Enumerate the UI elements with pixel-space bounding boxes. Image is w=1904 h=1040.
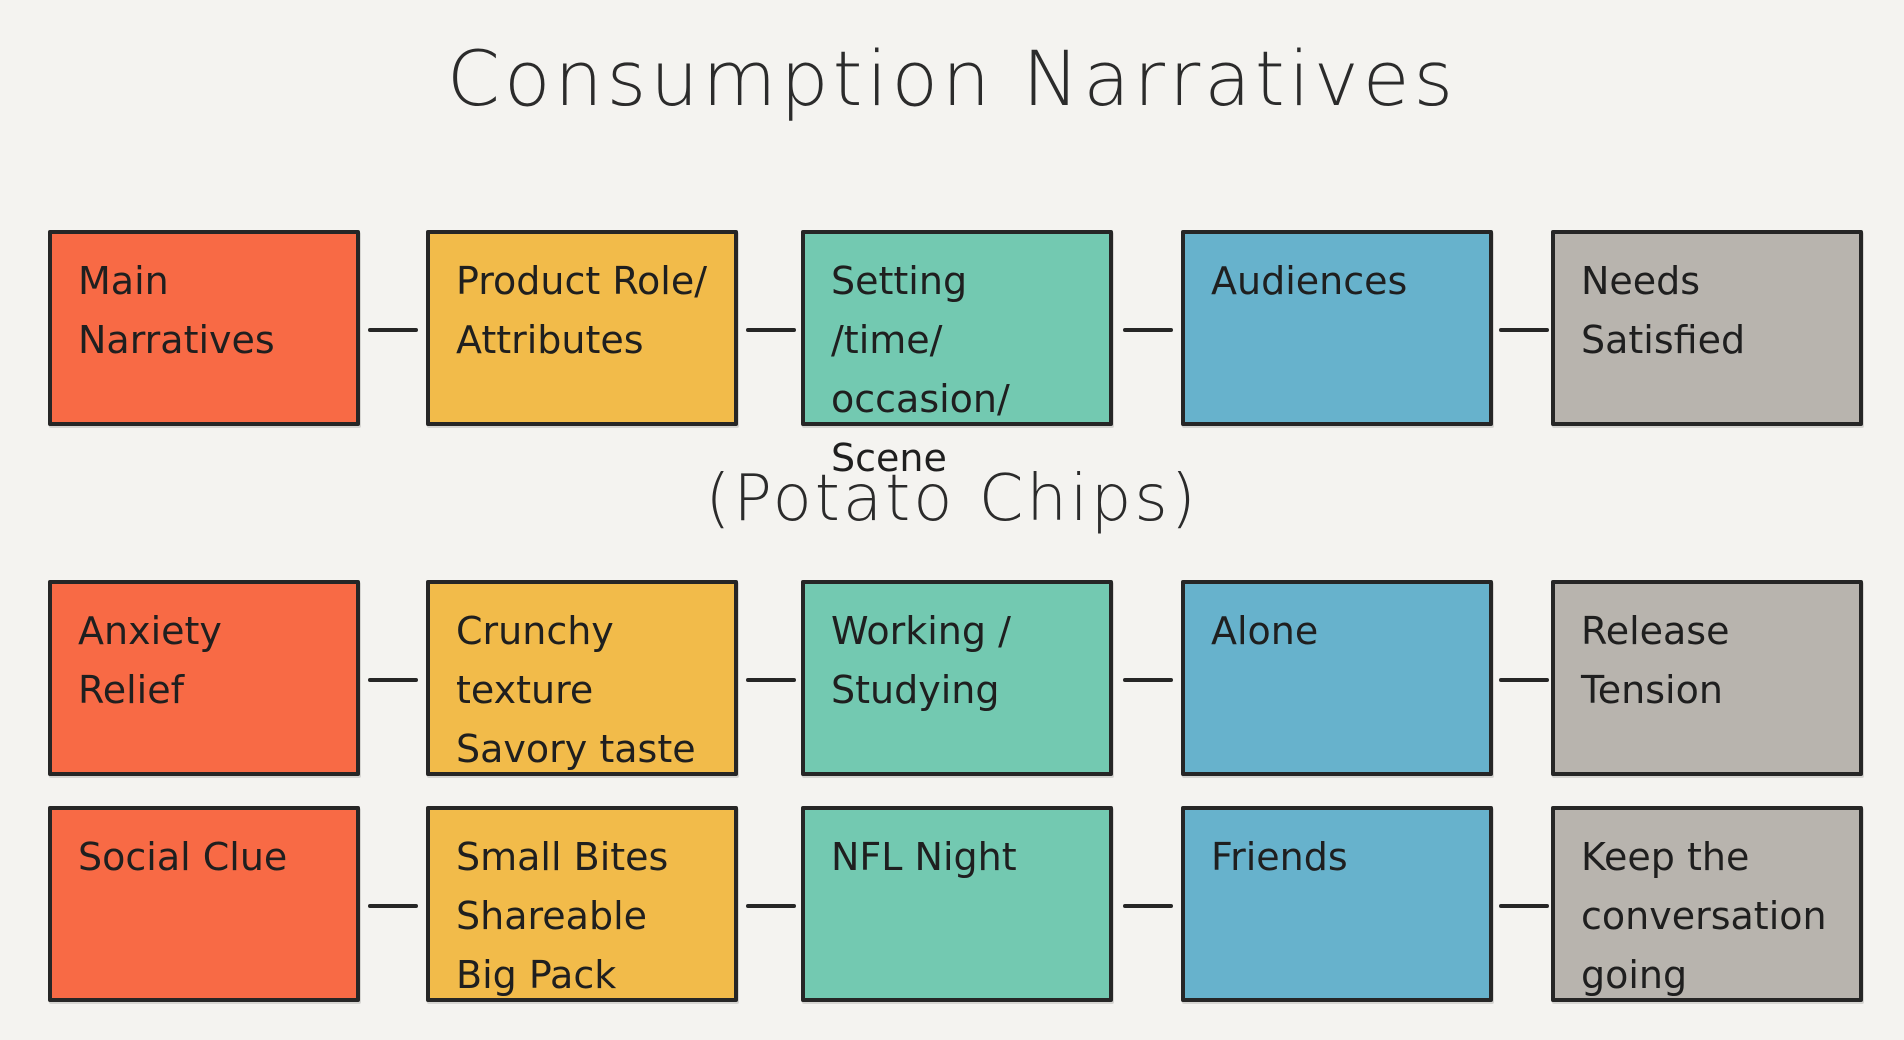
header-row: Main Narratives Product Role/ Attributes… xyxy=(48,230,1866,480)
connector xyxy=(1123,678,1173,682)
header-product-role: Product Role/ Attributes xyxy=(426,230,738,426)
diagram-title: Consumption Narratives xyxy=(446,34,1458,123)
narrative-card: Anxiety Relief xyxy=(48,580,360,776)
narrative-row-social-clue: Social Clue Small Bites Shareable Big Pa… xyxy=(48,806,1866,1006)
connector xyxy=(1123,904,1173,908)
narrative-row-anxiety-relief: Anxiety Relief Crunchy texture Savory ta… xyxy=(48,580,1866,780)
diagram-subtitle: (Potato Chips) xyxy=(705,462,1199,536)
connector xyxy=(368,328,418,332)
connector xyxy=(1499,328,1549,332)
connector xyxy=(368,904,418,908)
connector xyxy=(1123,328,1173,332)
needs-card: Keep the conversation going xyxy=(1551,806,1863,1002)
connector xyxy=(368,678,418,682)
header-main-narratives: Main Narratives xyxy=(48,230,360,426)
connector xyxy=(746,328,796,332)
setting-card: Working / Studying xyxy=(801,580,1113,776)
product-card: Small Bites Shareable Big Pack xyxy=(426,806,738,1002)
narrative-card: Social Clue xyxy=(48,806,360,1002)
header-setting: Setting /time/ occasion/ Scene xyxy=(801,230,1113,480)
audience-card: Friends xyxy=(1181,806,1493,1002)
product-card: Crunchy texture Savory taste xyxy=(426,580,738,776)
setting-card: NFL Night xyxy=(801,806,1113,1002)
needs-card: Release Tension xyxy=(1551,580,1863,776)
connector xyxy=(746,678,796,682)
connector xyxy=(746,904,796,908)
audience-card: Alone xyxy=(1181,580,1493,776)
connector xyxy=(1499,678,1549,682)
connector xyxy=(1499,904,1549,908)
header-audiences: Audiences xyxy=(1181,230,1493,426)
header-needs-satisfied: Needs Satisfied xyxy=(1551,230,1863,426)
